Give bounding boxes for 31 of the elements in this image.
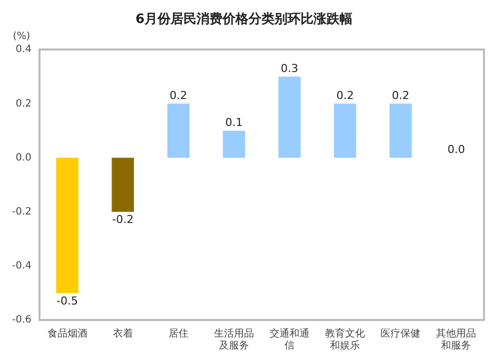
bar [390, 104, 412, 158]
y-tick-label: -0.6 [12, 314, 32, 326]
x-tick-label: 衣着 [112, 328, 133, 340]
x-tick-label: 食品烟酒 [47, 328, 88, 340]
data-label: 0.1 [225, 116, 243, 130]
y-tick-label: 0.0 [16, 152, 32, 164]
bar [112, 158, 134, 212]
data-label: 0.0 [447, 143, 465, 156]
data-label: 0.3 [280, 62, 298, 75]
x-tick-label: 其他用品和服务 [436, 328, 476, 352]
bar [278, 76, 301, 158]
data-label: -0.5 [56, 294, 78, 308]
data-label: 0.2 [336, 89, 354, 102]
y-axis-title: (%) [12, 31, 30, 42]
data-label: 0.2 [170, 89, 188, 102]
bar [334, 104, 356, 158]
y-tick-label: -0.2 [12, 206, 32, 218]
x-tick-label: 医疗保健 [380, 328, 421, 340]
x-tick-label: 交通和通信 [270, 328, 310, 352]
chart-title: 6月份居民消费价格分类别环比涨跌幅 [135, 12, 353, 28]
y-tick-label: 0.2 [16, 98, 32, 110]
bar [222, 130, 246, 158]
data-label: -0.2 [112, 213, 134, 226]
y-tick-label: -0.4 [12, 260, 32, 272]
bar [56, 158, 78, 293]
x-tick-label: 生活用品及服务 [214, 328, 254, 352]
x-tick-label: 居住 [168, 328, 188, 340]
bar [167, 104, 190, 158]
x-tick-label: 教育文化和娱乐 [325, 328, 366, 352]
data-label: 0.2 [392, 89, 410, 102]
y-tick-label: 0.4 [16, 44, 32, 56]
